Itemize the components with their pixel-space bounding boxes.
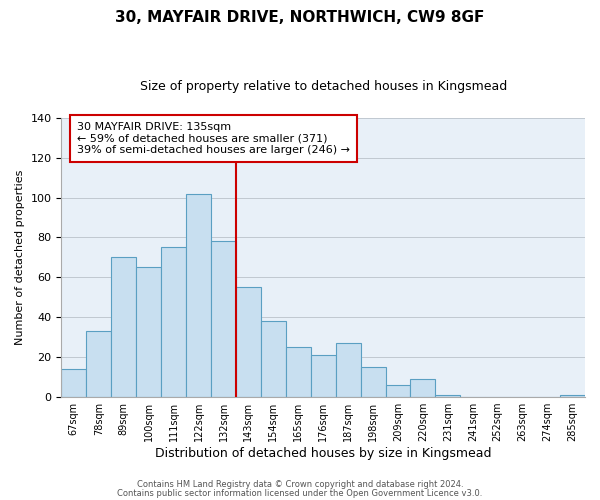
Bar bbox=[61, 369, 86, 397]
Text: 30, MAYFAIR DRIVE, NORTHWICH, CW9 8GF: 30, MAYFAIR DRIVE, NORTHWICH, CW9 8GF bbox=[115, 10, 485, 25]
Text: Contains HM Land Registry data © Crown copyright and database right 2024.: Contains HM Land Registry data © Crown c… bbox=[137, 480, 463, 489]
Bar bbox=[211, 242, 236, 397]
Text: Contains public sector information licensed under the Open Government Licence v3: Contains public sector information licen… bbox=[118, 490, 482, 498]
Bar bbox=[335, 343, 361, 397]
Bar bbox=[86, 331, 111, 397]
Bar bbox=[136, 268, 161, 397]
Bar bbox=[560, 395, 585, 397]
Title: Size of property relative to detached houses in Kingsmead: Size of property relative to detached ho… bbox=[140, 80, 507, 93]
Bar bbox=[236, 288, 261, 397]
Bar bbox=[386, 385, 410, 397]
Y-axis label: Number of detached properties: Number of detached properties bbox=[15, 170, 25, 345]
Bar bbox=[161, 248, 186, 397]
X-axis label: Distribution of detached houses by size in Kingsmead: Distribution of detached houses by size … bbox=[155, 447, 491, 460]
Bar bbox=[286, 347, 311, 397]
Bar bbox=[186, 194, 211, 397]
Bar bbox=[436, 395, 460, 397]
Bar bbox=[111, 258, 136, 397]
Bar bbox=[410, 379, 436, 397]
Bar bbox=[311, 355, 335, 397]
Bar bbox=[261, 322, 286, 397]
Text: 30 MAYFAIR DRIVE: 135sqm
← 59% of detached houses are smaller (371)
39% of semi-: 30 MAYFAIR DRIVE: 135sqm ← 59% of detach… bbox=[77, 122, 350, 155]
Bar bbox=[361, 367, 386, 397]
